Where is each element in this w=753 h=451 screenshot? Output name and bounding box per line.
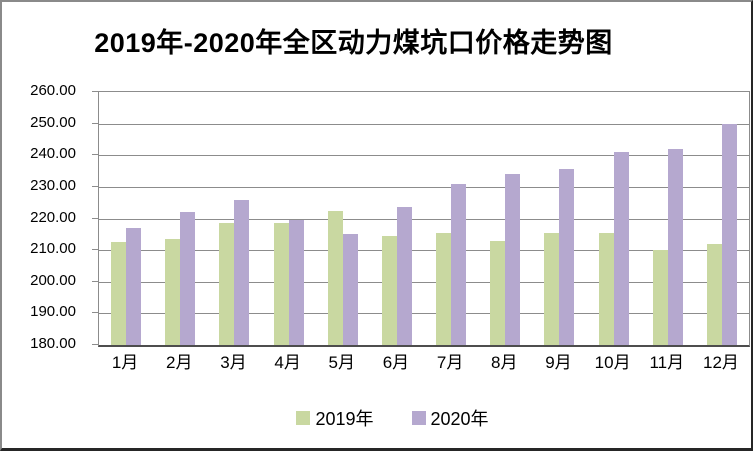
x-axis-label: 11月 <box>649 353 685 372</box>
bar-group-12月 <box>695 92 749 345</box>
legend-label: 2020年 <box>430 409 489 429</box>
y-axis-label: 230.00 <box>30 176 76 194</box>
legend-label: 2019年 <box>315 409 374 429</box>
bar-group-7月 <box>424 92 478 345</box>
x-axis-label: 5月 <box>328 353 355 372</box>
gridline <box>99 155 749 157</box>
legend-swatch-icon <box>296 411 311 425</box>
gridline <box>99 218 749 220</box>
bar-group-11月 <box>641 92 695 345</box>
bar-2019年-4月 <box>273 223 289 345</box>
bar-group-6月 <box>370 92 424 345</box>
bar-2019年-6月 <box>381 235 397 345</box>
bar-2019年-9月 <box>544 232 560 345</box>
y-axis-label: 240.00 <box>30 145 76 163</box>
y-axis-label: 190.00 <box>30 303 76 321</box>
x-axis-label: 10月 <box>594 353 631 372</box>
bar-2020年-9月 <box>559 169 575 345</box>
x-axis-label: 9月 <box>545 353 572 372</box>
bar-2019年-8月 <box>490 240 506 345</box>
chart-title: 2019年-2020年全区动力煤坑口价格走势图 <box>94 28 613 58</box>
bar-2019年-3月 <box>219 223 235 345</box>
y-axis-tick <box>92 312 98 313</box>
bar-group-2月 <box>153 92 207 345</box>
bar-2020年-1月 <box>126 228 142 345</box>
bar-2019年-12月 <box>706 243 722 345</box>
x-axis-label: 8月 <box>491 353 518 372</box>
bar-2020年-12月 <box>721 123 737 345</box>
x-axis-label: 7月 <box>436 353 464 372</box>
legend-entry-2020年: 2020年 <box>411 405 489 431</box>
bar-2020年-3月 <box>234 199 250 345</box>
y-axis-label: 250.00 <box>30 113 76 131</box>
gridline <box>99 250 749 252</box>
x-axis-label: 3月 <box>220 353 247 372</box>
gridline <box>99 186 749 188</box>
plot-area <box>98 91 750 347</box>
y-axis-label: 180.00 <box>30 335 76 352</box>
bar-group-1月 <box>99 92 153 345</box>
y-axis-tick <box>92 249 98 250</box>
bar-2020年-11月 <box>667 148 683 345</box>
bar-2020年-5月 <box>342 234 358 345</box>
bar-2019年-10月 <box>598 232 614 345</box>
bar-2020年-7月 <box>451 183 467 345</box>
bar-group-8月 <box>478 92 532 345</box>
bar-2019年-1月 <box>111 242 127 345</box>
y-axis-label: 260.00 <box>30 82 76 99</box>
bar-group-3月 <box>207 92 261 345</box>
bar-group-9月 <box>532 92 586 345</box>
y-axis-label: 200.00 <box>30 271 76 289</box>
x-axis-label: 6月 <box>382 353 410 372</box>
gridline <box>99 123 749 125</box>
bar-group-4月 <box>262 92 316 345</box>
bar-2020年-10月 <box>613 152 629 345</box>
x-axis-label: 12月 <box>703 353 739 372</box>
bar-group-5月 <box>316 92 370 345</box>
legend-swatch-icon <box>411 411 426 425</box>
bar-2020年-6月 <box>396 207 412 345</box>
y-axis-tick <box>92 186 98 187</box>
y-axis-tick <box>92 218 98 219</box>
bar-2020年-2月 <box>180 212 196 345</box>
x-axis-label: 1月 <box>111 353 139 372</box>
bar-2019年-2月 <box>165 239 181 345</box>
bar-2020年-8月 <box>505 174 521 345</box>
bar-2020年-4月 <box>288 220 304 345</box>
bars-layer <box>99 92 749 345</box>
bar-group-10月 <box>587 92 641 345</box>
legend-entry-2019年: 2019年 <box>296 405 374 431</box>
x-axis-label: 4月 <box>274 353 301 372</box>
legend: 2019年 2020年 <box>2 405 751 431</box>
y-axis-tick <box>92 281 98 282</box>
y-axis-tick <box>92 154 98 155</box>
y-axis-tick <box>92 91 98 92</box>
bar-2019年-5月 <box>327 210 343 345</box>
x-axis-label: 2月 <box>166 353 193 372</box>
gridline <box>99 281 749 283</box>
y-axis-tick <box>92 123 98 124</box>
x-axis-labels: 1月 2月 3月 4月 5月 6月 7月 8月 9月 10月 11月 12月 <box>98 348 748 373</box>
y-axis-label: 220.00 <box>30 208 76 226</box>
gridline <box>99 313 749 315</box>
bar-2019年-11月 <box>652 250 668 345</box>
y-axis-tick <box>92 344 98 345</box>
y-axis-label: 210.00 <box>30 240 76 258</box>
bar-2019年-7月 <box>436 232 452 345</box>
